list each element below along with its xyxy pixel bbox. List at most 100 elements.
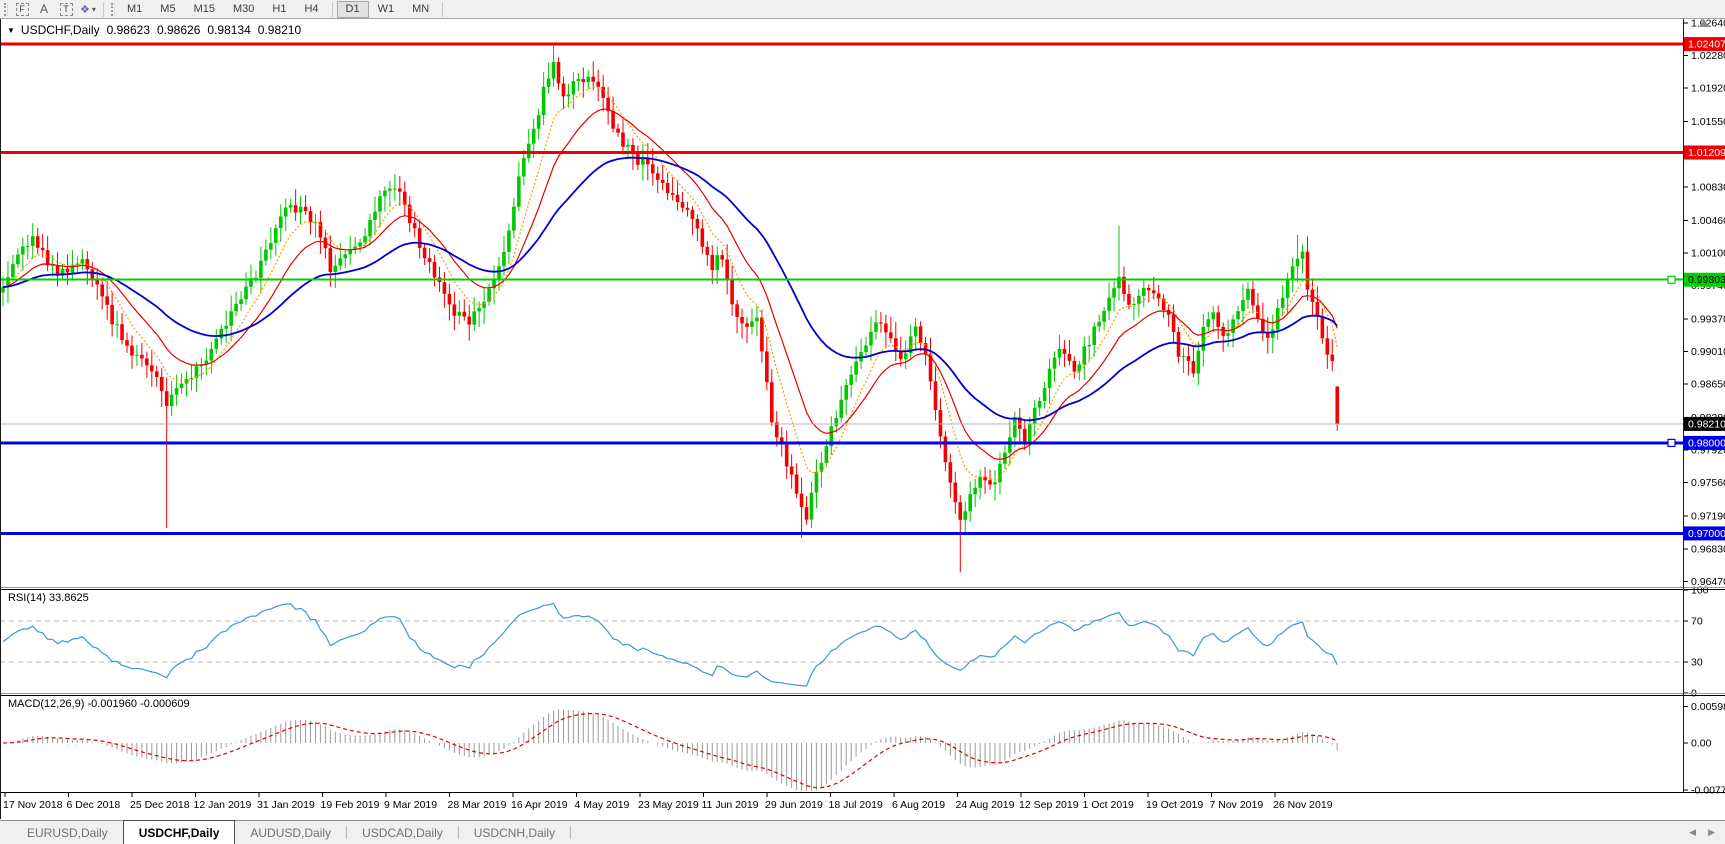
svg-text:0.98210: 0.98210 — [1688, 418, 1725, 430]
toolbar-separator — [331, 1, 333, 17]
timeframe-button-m1[interactable]: M1 — [118, 1, 151, 18]
collapse-triangle-icon[interactable]: ▼ — [7, 25, 15, 35]
svg-text:1 Oct 2019: 1 Oct 2019 — [1083, 799, 1135, 811]
toolbar-drag-handle[interactable] — [4, 2, 8, 16]
svg-text:70: 70 — [1691, 615, 1703, 627]
svg-text:28 Mar 2019: 28 Mar 2019 — [448, 799, 507, 811]
toolbar-separator — [103, 1, 104, 17]
toolbar-separator — [442, 1, 444, 17]
svg-text:0.005986: 0.005986 — [1691, 701, 1725, 713]
svg-text:12 Jan 2019: 12 Jan 2019 — [194, 799, 252, 811]
symbol-period-label: USDCHF,Daily — [20, 23, 100, 37]
svg-text:23 May 2019: 23 May 2019 — [638, 799, 699, 811]
text-glyph: T — [59, 2, 73, 16]
svg-text:19 Oct 2019: 19 Oct 2019 — [1146, 799, 1203, 811]
svg-text:1.02407: 1.02407 — [1688, 39, 1725, 51]
tab-scroll-left-icon[interactable]: ◀ — [1689, 827, 1697, 837]
svg-text:1.01920: 1.01920 — [1691, 83, 1725, 95]
rsi-indicator-label: RSI(14) 33.8625 — [8, 592, 89, 604]
close-value: 0.98210 — [257, 23, 302, 37]
macd-histogram — [7, 709, 1338, 791]
timeframe-button-m5[interactable]: M5 — [151, 1, 184, 18]
fibonacci-glyph: F — [15, 2, 29, 16]
bid-price-label: 0.98210 — [1684, 416, 1725, 431]
svg-text:7 Nov 2019: 7 Nov 2019 — [1210, 799, 1264, 811]
arrow-tool-icon[interactable]: A — [33, 1, 55, 18]
price-label-0.99803: 0.99803 — [1684, 272, 1725, 287]
chart-tab-bar: EURUSD,Daily USDCHF,Daily AUDUSD,Daily USDC… — [0, 820, 1725, 844]
timeframe-button-h4[interactable]: H4 — [295, 1, 327, 18]
svg-text:25 Dec 2018: 25 Dec 2018 — [130, 799, 190, 811]
tab-scroll-right-icon[interactable]: ▶ — [1708, 827, 1715, 837]
svg-text:11 Jun 2019: 11 Jun 2019 — [702, 799, 759, 811]
arrow-glyph: A — [39, 2, 48, 16]
date-axis: 17 Nov 2018 6 Dec 2018 25 Dec 2018 12 Jan 2… — [3, 793, 1333, 811]
svg-text:18 Jul 2019: 18 Jul 2019 — [829, 799, 883, 811]
tab-separator — [346, 826, 348, 839]
svg-text:6 Dec 2018: 6 Dec 2018 — [67, 799, 121, 811]
text-tool-icon[interactable]: T — [55, 1, 77, 18]
svg-text:1.00460: 1.00460 — [1691, 215, 1725, 227]
svg-text:4 May 2019: 4 May 2019 — [575, 799, 630, 811]
svg-text:100: 100 — [1691, 585, 1709, 597]
moving-average-40 — [2, 156, 1338, 422]
macd-indicator-label: MACD(12,26,9) -0.001960 -0.000609 — [8, 698, 190, 710]
tab-bar-lead — [0, 821, 12, 844]
svg-text:0.98000: 0.98000 — [1688, 437, 1725, 449]
chart-tabs: EURUSD,Daily USDCHF,Daily AUDUSD,Daily USDC… — [12, 820, 572, 844]
svg-text:1.02280: 1.02280 — [1691, 50, 1725, 62]
tab-eurusd[interactable]: EURUSD,Daily — [27, 825, 108, 840]
svg-text:1.02640: 1.02640 — [1691, 18, 1725, 30]
svg-text:17 Nov 2018: 17 Nov 2018 — [3, 799, 63, 811]
svg-text:1.01209: 1.01209 — [1688, 147, 1725, 159]
open-value: 0.98623 — [106, 23, 150, 37]
horizontal-line-0.99803[interactable] — [0, 275, 1683, 284]
price-label-0.97000: 0.97000 — [1684, 526, 1725, 541]
timeframe-button-d1[interactable]: D1 — [336, 0, 369, 18]
macd-signal-line — [2, 712, 1338, 789]
timeframe-button-m15[interactable]: M15 — [185, 1, 224, 18]
fibonacci-tool-icon[interactable]: F — [11, 1, 33, 18]
svg-text:26 Nov 2019: 26 Nov 2019 — [1273, 799, 1333, 811]
timeframe-button-mn[interactable]: MN — [403, 1, 438, 18]
svg-text:24 Aug 2019: 24 Aug 2019 — [956, 799, 1015, 811]
svg-text:29 Jun 2019: 29 Jun 2019 — [765, 799, 823, 811]
colors-tool-icon[interactable]: ❖ ▾ — [77, 1, 99, 18]
timeframe-group: M1 M5 M15 M30 H1 H4 D1 W1 MN — [118, 0, 447, 18]
svg-text:30: 30 — [1691, 657, 1703, 669]
tab-audusd[interactable]: AUDUSD,Daily — [250, 825, 332, 840]
svg-text:31 Jan 2019: 31 Jan 2019 — [257, 799, 315, 811]
tab-separator — [457, 826, 459, 839]
svg-text:1.01550: 1.01550 — [1691, 116, 1725, 128]
tab-usdcad[interactable]: USDCAD,Daily — [362, 825, 443, 840]
timeframe-button-m30[interactable]: M30 — [224, 1, 263, 18]
price-label-1.01209: 1.01209 — [1684, 145, 1725, 160]
tab-usdchf[interactable]: USDCHF,Daily — [122, 820, 236, 844]
scroll-to-end-icon[interactable] — [1699, 19, 1709, 27]
price-label-0.98000: 0.98000 — [1684, 435, 1725, 450]
svg-text:9 Mar 2019: 9 Mar 2019 — [384, 799, 437, 811]
tab-usdcnh[interactable]: USDCNH,Daily — [473, 825, 556, 840]
svg-text:19 Feb 2019: 19 Feb 2019 — [321, 799, 380, 811]
price-axis: 1.02640 1.02280 1.01920 1.01550 1.00830 1.004… — [1683, 18, 1725, 588]
horizontal-line-0.98000[interactable] — [0, 438, 1683, 448]
panel-borders — [0, 19, 1725, 819]
svg-text:0.96470: 0.96470 — [1691, 576, 1725, 588]
svg-text:-0.007737: -0.007737 — [1691, 784, 1725, 796]
timeframe-button-h1[interactable]: H1 — [263, 1, 295, 18]
rsi-line — [2, 602, 1338, 687]
svg-text:0.00: 0.00 — [1691, 738, 1712, 750]
timeframe-button-w1[interactable]: W1 — [369, 1, 404, 18]
svg-text:1.00830: 1.00830 — [1691, 181, 1725, 193]
toolbar-drag-handle[interactable] — [111, 2, 115, 16]
chevron-down-icon: ▾ — [91, 4, 96, 14]
moving-average-16 — [2, 108, 1338, 461]
